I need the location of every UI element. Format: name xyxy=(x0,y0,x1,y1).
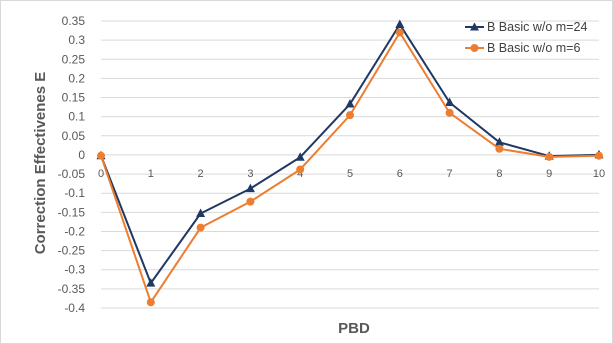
y-tick-label: 0.35 xyxy=(62,14,86,28)
triangle-marker xyxy=(445,97,455,107)
y-axis-tick-labels: 0.35 0.3 0.25 0.2 0.15 0.1 0.05 0 -0.05 -0.1 -0.15… xyxy=(58,14,86,315)
triangle-marker xyxy=(196,208,206,217)
legend-item-series-2: B Basic w/o m=6 xyxy=(465,41,580,55)
circle-marker xyxy=(246,197,255,206)
y-tick-label: -0.1 xyxy=(64,186,85,200)
x-tick-label: 0 xyxy=(98,168,104,180)
triangle-marker xyxy=(245,183,255,193)
circle-marker xyxy=(196,223,205,232)
y-tick-label: 0.1 xyxy=(68,110,85,124)
x-tick-label: 9 xyxy=(546,168,552,180)
y-axis-title: Correction Effectivenes E xyxy=(32,72,49,255)
x-tick-label: 10 xyxy=(593,168,605,180)
y-tick-label: -0.25 xyxy=(58,244,86,258)
triangle-marker xyxy=(395,19,405,28)
legend-label-series-2: B Basic w/o m=6 xyxy=(487,41,580,55)
x-tick-label: 1 xyxy=(148,168,154,180)
x-tick-label: 8 xyxy=(496,168,502,180)
x-axis-title: PBD xyxy=(338,320,370,337)
x-tick-label: 3 xyxy=(247,168,253,180)
circle-marker xyxy=(445,108,454,117)
y-tick-label: -0.4 xyxy=(64,301,85,315)
y-tick-label: 0.3 xyxy=(68,33,85,47)
triangle-marker xyxy=(345,99,355,108)
circle-marker xyxy=(595,151,603,160)
circle-marker xyxy=(146,298,155,307)
circle-marker xyxy=(97,151,105,160)
series-layer xyxy=(96,19,604,307)
y-tick-label: 0.05 xyxy=(62,129,86,143)
circle-marker xyxy=(395,28,404,37)
x-axis-tick-labels: 0 1 2 3 4 5 6 7 8 9 10 xyxy=(98,168,605,180)
x-tick-label: 6 xyxy=(397,168,403,180)
y-tick-label: 0.2 xyxy=(68,71,85,85)
y-tick-label: -0.3 xyxy=(64,263,85,277)
x-tick-label: 2 xyxy=(198,168,204,180)
y-tick-label: 0 xyxy=(78,148,85,162)
legend-label-series-1: B Basic w/o m=24 xyxy=(487,20,587,34)
y-tick-label: -0.05 xyxy=(58,167,86,181)
circle-marker xyxy=(296,165,305,174)
legend-circle-marker xyxy=(470,44,479,52)
y-tick-label: 0.25 xyxy=(62,52,86,66)
y-tick-label: -0.2 xyxy=(64,224,85,238)
triangle-marker xyxy=(146,278,156,287)
y-tick-label: -0.35 xyxy=(58,282,86,296)
circle-marker xyxy=(495,144,504,153)
circle-marker xyxy=(545,152,554,161)
y-tick-label: -0.15 xyxy=(58,205,86,219)
circle-marker xyxy=(346,111,354,120)
legend-item-series-1: B Basic w/o m=24 xyxy=(465,20,587,34)
legend-triangle-marker xyxy=(470,22,479,31)
x-tick-label: 4 xyxy=(297,168,303,180)
x-tick-label: 7 xyxy=(447,168,453,180)
y-tick-label: 0.15 xyxy=(62,91,86,105)
triangle-marker xyxy=(494,137,504,146)
series-2 xyxy=(97,28,603,307)
triangle-marker xyxy=(295,152,305,161)
x-tick-label: 5 xyxy=(347,168,353,180)
legend: B Basic w/o m=24 B Basic w/o m=6 xyxy=(465,20,587,55)
